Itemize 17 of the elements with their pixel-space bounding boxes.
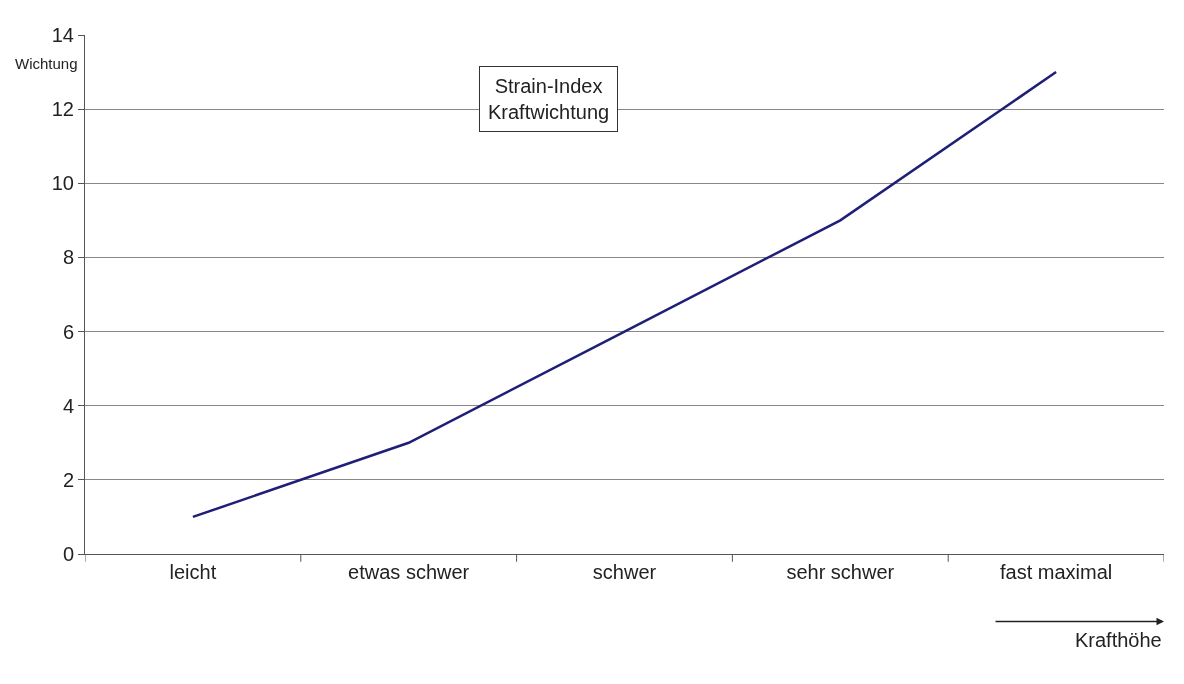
y-tick-label: 4 [62, 394, 74, 417]
y-tick-label: 14 [51, 24, 74, 46]
y-tick-label: 12 [51, 98, 74, 121]
y-tick-label: 10 [51, 172, 74, 195]
x-tick-label: etwas schwer [348, 561, 470, 583]
x-axis-title: Krafthöhe [1075, 629, 1162, 651]
y-axis-title: Wichtung [15, 55, 78, 72]
x-tick-label: leicht [169, 561, 217, 583]
text: Strain-Index Kraftwichtung [488, 75, 610, 123]
x-tick-label: schwer [592, 561, 657, 583]
y-tick-label: 0 [62, 543, 74, 565]
x-tick-label: fast maximal [999, 561, 1113, 583]
y-tick-label: 6 [62, 320, 74, 343]
line-series [191, 70, 1058, 519]
x-tick-label: sehr schwer [786, 561, 895, 583]
y-tick-label: 8 [62, 246, 74, 269]
y-tick-label: 2 [62, 468, 74, 491]
